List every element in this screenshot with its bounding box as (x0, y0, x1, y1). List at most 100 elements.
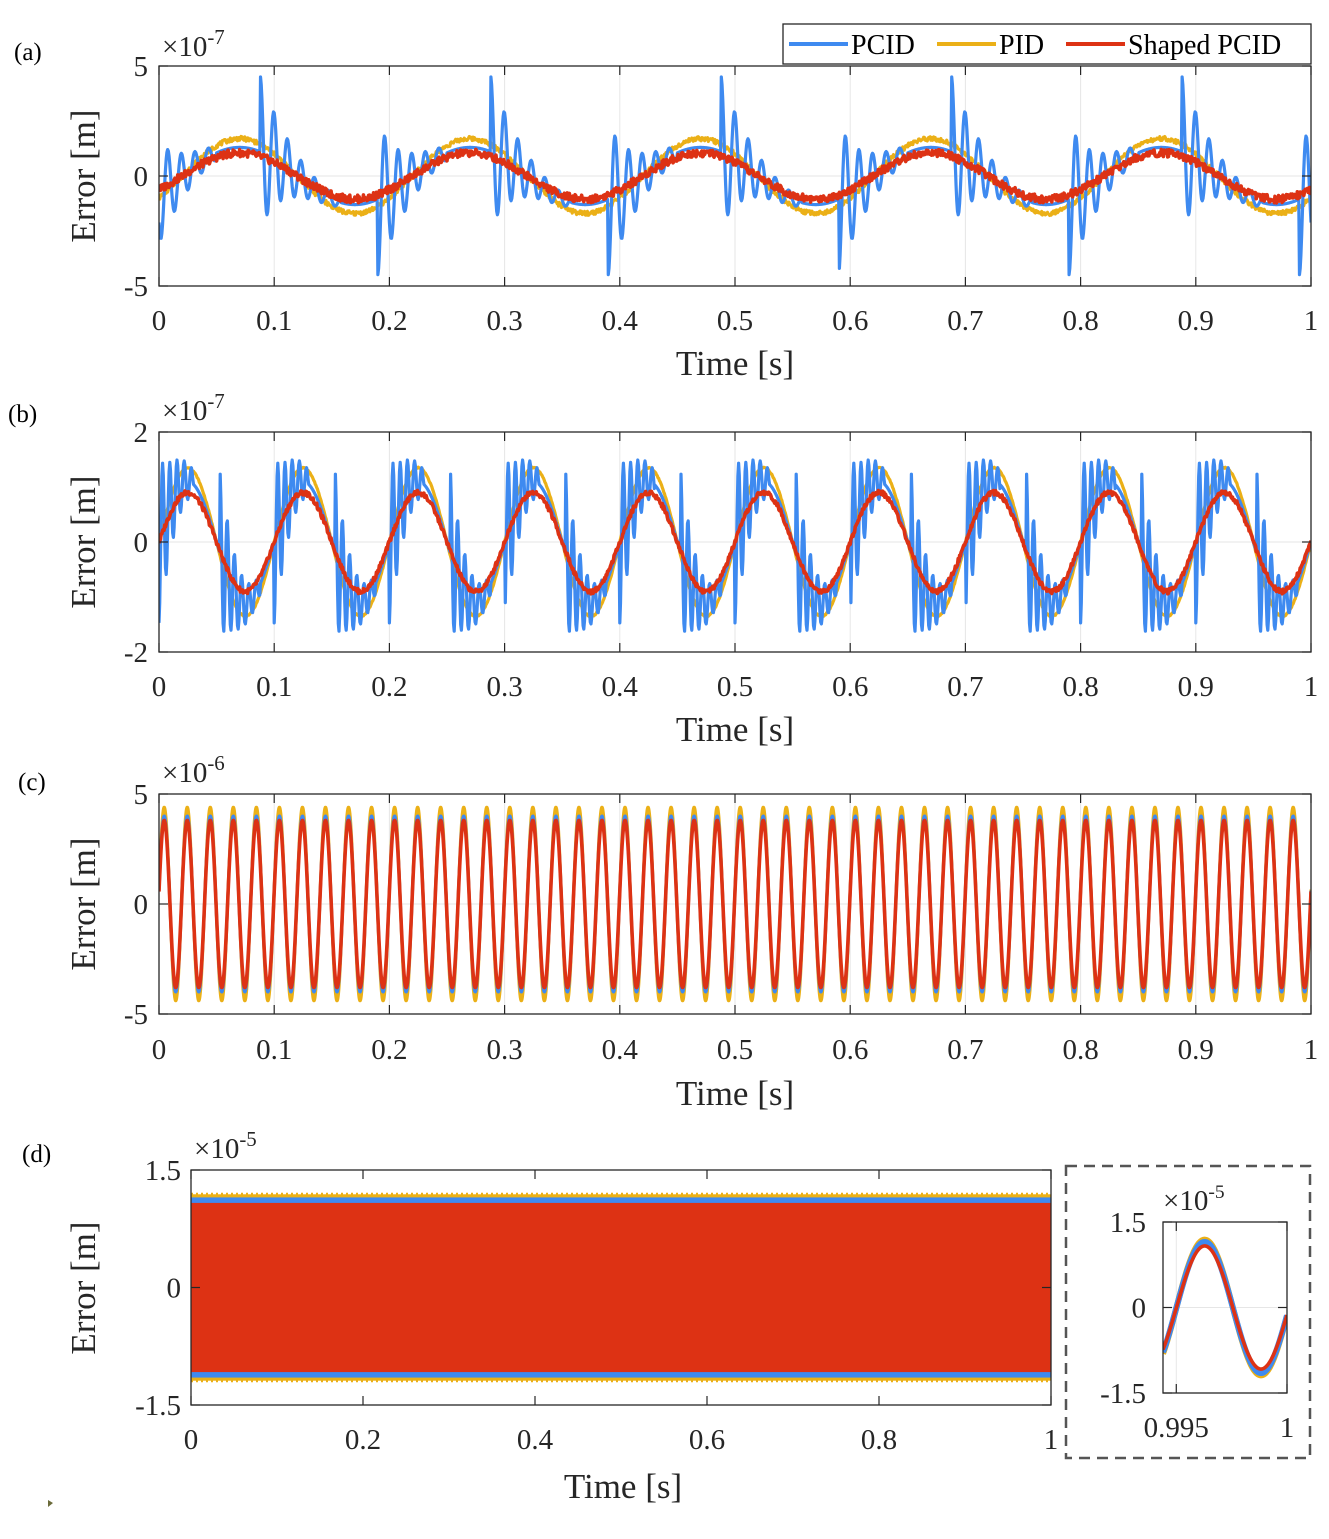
y-axis-label: Error [m] (64, 109, 103, 242)
panel-a-plot: 0 0.1 0.2 0.3 0.4 0.5 0.6 0.7 0.8 0.9 1-505×10-7Ti… (64, 25, 1318, 383)
xtick-label: 0.3 (486, 671, 522, 703)
inset-plot: 0.995 1 -1.5 0 1.5 ×10-5 (1100, 1182, 1294, 1444)
y-axis-label: Error [m] (64, 837, 103, 970)
ytick-label: 2 (134, 417, 149, 449)
x-axis-label: Time [s] (676, 1074, 794, 1113)
xtick-label: 1 (1304, 1034, 1319, 1066)
xtick-label: 0.3 (486, 1034, 522, 1066)
series-area (1163, 1236, 1287, 1379)
legend-label-shaped-pcid: Shaped PCID (1128, 30, 1281, 61)
series-area (159, 75, 1311, 277)
panel-d-inset: 0.995 1 -1.5 0 1.5 ×10-5 (1064, 1164, 1312, 1460)
xtick-label: 0.1 (256, 305, 292, 337)
axis-exponent: ×10-5 (1163, 1182, 1225, 1217)
series-pcid (159, 75, 1311, 277)
panel-a-label: (a) (14, 39, 42, 66)
xtick-label: 0.4 (602, 305, 639, 337)
ytick-label: 0 (134, 889, 149, 921)
series-shaped-pcid (159, 147, 1311, 205)
y-axis-label: Error [m] (64, 475, 103, 608)
xtick-label: 0 (152, 1034, 167, 1066)
xtick-label: 0.995 (1144, 1412, 1209, 1444)
series-area (159, 805, 1311, 1003)
xtick-label: 0.2 (371, 305, 407, 337)
xtick-label: 0 (152, 671, 167, 703)
panel-b: (b) 0 0.1 0.2 0.3 0.4 0.5 0.6 0.7 0.8 0.9 1-202×10… (8, 389, 1318, 749)
xtick-label: 0.9 (1178, 1034, 1214, 1066)
ytick-label: -5 (124, 999, 148, 1031)
xtick-label: 0.7 (947, 671, 983, 703)
xtick-label: 0.8 (1062, 671, 1098, 703)
xtick-label: 0.2 (345, 1424, 381, 1456)
xtick-label: 1 (1044, 1424, 1059, 1456)
xtick-label: 0.5 (717, 1034, 753, 1066)
axis-exponent: ×10-6 (162, 751, 225, 789)
axis-exponent: ×10-5 (194, 1127, 257, 1165)
xtick-label: 0.9 (1178, 305, 1214, 337)
x-axis-label: Time [s] (676, 710, 794, 749)
xtick-label: 0.8 (1062, 1034, 1098, 1066)
ytick-label: 0 (167, 1273, 182, 1305)
corner-mark (48, 1500, 53, 1507)
xtick-label: 0.2 (371, 671, 407, 703)
panel-d-label: (d) (22, 1141, 51, 1168)
x-axis-label: Time [s] (676, 344, 794, 383)
xtick-label: 0 (152, 305, 167, 337)
panel-b-plot: 0 0.1 0.2 0.3 0.4 0.5 0.6 0.7 0.8 0.9 1-202×10-7Ti… (64, 389, 1318, 749)
ytick-label: 1.5 (145, 1155, 181, 1187)
inset-dashed-frame (1064, 1164, 1312, 1460)
ytick-label: 0 (134, 161, 149, 193)
axis-exponent: ×10-7 (162, 389, 225, 427)
ytick-label: 5 (134, 779, 149, 811)
ytick-label: -1.5 (1100, 1378, 1146, 1410)
xtick-label: 0.7 (947, 1034, 983, 1066)
panel-a: (a) 0 0.1 0.2 0.3 0.4 0.5 0.6 0.7 0.8 0.9 1-505×10… (14, 25, 1318, 383)
ytick-label: -2 (124, 637, 148, 669)
xtick-label: 0.6 (832, 1034, 868, 1066)
xtick-label: 0.4 (602, 671, 639, 703)
panel-c: (c) 0 0.1 0.2 0.3 0.4 0.5 0.6 0.7 0.8 0.9 1-505×10… (18, 751, 1318, 1113)
xtick-label: 1 (1304, 671, 1319, 703)
axis-exponent: ×10-7 (162, 25, 225, 63)
xtick-label: 0.5 (717, 671, 753, 703)
ytick-label: 0 (134, 527, 149, 559)
legend: PCID PID Shaped PCID (782, 23, 1312, 65)
x-axis-label: Time [s] (564, 1467, 682, 1506)
ytick-label: 0 (1132, 1293, 1147, 1325)
xtick-label: 0.7 (947, 305, 983, 337)
ytick-label: -1.5 (135, 1390, 181, 1422)
ytick-label: 5 (134, 51, 149, 83)
xtick-label: 0.6 (832, 671, 868, 703)
xtick-label: 0.8 (1062, 305, 1098, 337)
xtick-label: 0.6 (689, 1424, 725, 1456)
xtick-label: 0.8 (861, 1424, 897, 1456)
xtick-label: 1 (1280, 1412, 1295, 1444)
panel-c-label: (c) (18, 769, 46, 796)
legend-label-pcid: PCID (851, 30, 915, 61)
ytick-label: -5 (124, 271, 148, 303)
series-shaped-pcid (1163, 1244, 1287, 1371)
legend-label-pid: PID (999, 30, 1044, 61)
y-axis-label: Error [m] (64, 1221, 103, 1354)
panel-b-label: (b) (8, 401, 37, 428)
series-shaped-pcid (159, 818, 1311, 990)
series-area (159, 458, 1311, 633)
xtick-label: 0.1 (256, 1034, 292, 1066)
xtick-label: 0.2 (371, 1034, 407, 1066)
panel-c-plot: 0 0.1 0.2 0.3 0.4 0.5 0.6 0.7 0.8 0.9 1-505×10-6Ti… (64, 751, 1318, 1113)
xtick-label: 0.4 (602, 1034, 639, 1066)
xtick-label: 1 (1304, 305, 1319, 337)
xtick-label: 0.6 (832, 305, 868, 337)
xtick-label: 0.4 (517, 1424, 554, 1456)
series-shaped-pcid (159, 488, 1311, 596)
legend-box (782, 23, 1312, 65)
ytick-label: 1.5 (1110, 1207, 1146, 1239)
xtick-label: 0.5 (717, 305, 753, 337)
series-area (191, 1192, 1051, 1383)
xtick-label: 0 (184, 1424, 199, 1456)
xtick-label: 0.3 (486, 305, 522, 337)
xtick-label: 0.1 (256, 671, 292, 703)
